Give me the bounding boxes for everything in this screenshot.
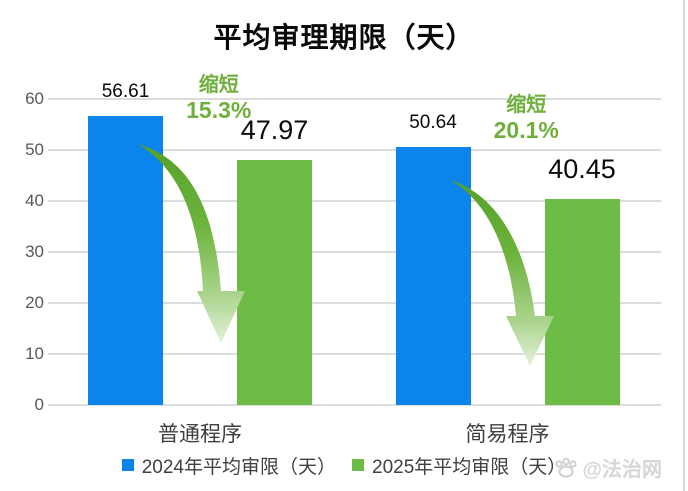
bar-2025-普通程序 <box>237 160 312 405</box>
legend-label: 2025年平均审限（天） <box>372 456 567 478</box>
gridline <box>48 149 661 151</box>
gridline <box>48 251 661 253</box>
legend-item-2025: 2025年平均审限（天） <box>352 452 566 479</box>
legend-swatch-icon <box>352 459 364 471</box>
value-label: 56.61 <box>101 81 150 103</box>
legend-swatch-icon <box>121 459 134 471</box>
y-axis-tick-label: 60 <box>25 89 44 108</box>
bar-2024-简易程序 <box>395 146 471 405</box>
bar-2025-简易程序 <box>544 198 620 405</box>
gridline <box>48 200 661 202</box>
decrease-annotation-action: 缩短 <box>506 94 547 116</box>
legend-item-2024: 2024年平均审限（天） <box>121 452 336 479</box>
watermark: @法治网 <box>554 453 662 482</box>
chart-title: 平均审理期限（天） <box>213 22 475 53</box>
decrease-annotation: 缩短 20.1% <box>456 94 596 143</box>
gridline <box>48 98 661 100</box>
value-label: 40.45 <box>548 153 616 184</box>
decrease-annotation-percent: 20.1% <box>493 117 559 143</box>
y-axis-tick-label: 10 <box>25 344 44 363</box>
paw-icon <box>555 457 578 477</box>
bar-2024-普通程序 <box>88 116 163 405</box>
legend-label: 2024年平均审限（天） <box>141 456 336 478</box>
decrease-annotation-action: 缩短 <box>198 74 239 96</box>
decrease-annotation-percent: 15.3% <box>186 97 252 123</box>
right-edge-line <box>683 0 685 491</box>
y-axis-tick-label: 50 <box>25 140 44 159</box>
value-label: 47.97 <box>240 115 309 146</box>
watermark-text: @法治网 <box>582 459 662 481</box>
gridline <box>48 353 661 355</box>
gridline <box>48 302 661 304</box>
x-axis-label-简易程序: 简易程序 <box>465 423 550 446</box>
y-axis-tick-label: 20 <box>25 293 44 312</box>
gridline <box>48 404 661 406</box>
y-axis-tick-label: 40 <box>25 191 44 210</box>
y-axis-tick-label: 0 <box>34 395 44 414</box>
value-label: 50.64 <box>409 111 457 133</box>
legend: 2024年平均审限（天） 2025年平均审限（天） <box>0 452 688 478</box>
y-axis-tick-label: 30 <box>25 242 44 261</box>
x-axis-label-普通程序: 普通程序 <box>158 423 242 446</box>
decrease-annotation: 缩短 15.3% <box>149 74 289 123</box>
